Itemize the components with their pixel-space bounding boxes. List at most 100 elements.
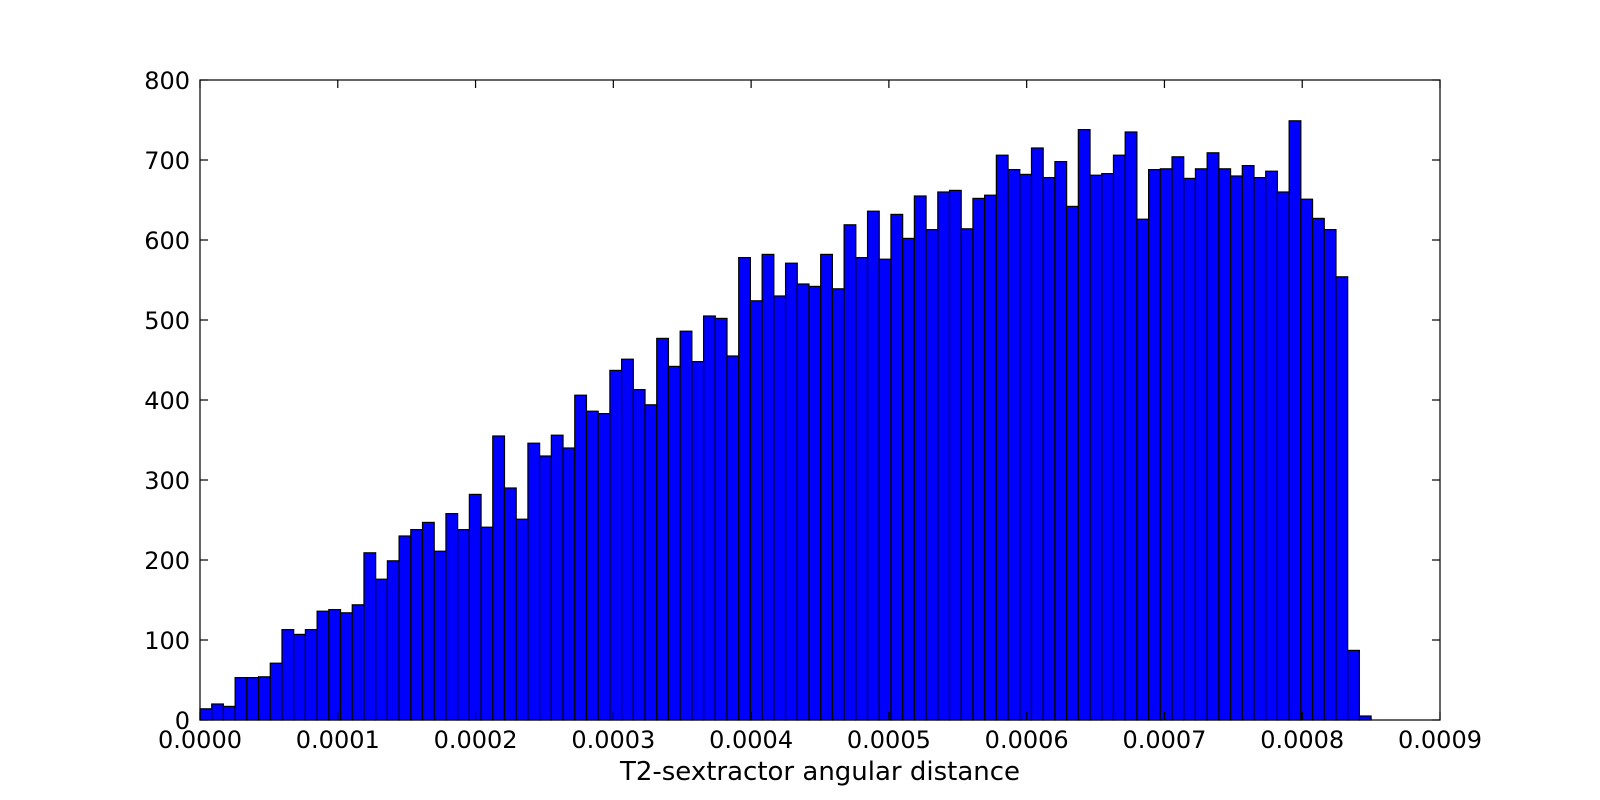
- histogram-bar: [1019, 173, 1033, 721]
- histogram-bar: [316, 610, 330, 721]
- x-tick-label: 0.0007: [1122, 726, 1206, 754]
- histogram-bar: [1229, 175, 1243, 721]
- histogram-bar: [761, 253, 775, 721]
- histogram-bar: [1147, 169, 1161, 721]
- histogram-bar: [632, 389, 646, 721]
- histogram-bar: [433, 550, 447, 721]
- histogram-bar: [667, 365, 681, 721]
- histogram-bar: [527, 442, 541, 721]
- histogram-bar: [609, 369, 623, 721]
- histogram-bar: [468, 493, 482, 721]
- histogram-bar: [878, 258, 892, 721]
- histogram-bar: [1030, 147, 1044, 721]
- histogram-bar: [574, 394, 588, 721]
- y-tick-label: 800: [144, 67, 190, 95]
- histogram-bar: [1054, 161, 1068, 721]
- y-tick-label: 400: [144, 387, 190, 415]
- y-tick-label: 0: [175, 707, 190, 735]
- histogram-bar: [585, 410, 599, 721]
- histogram-bar: [503, 487, 517, 721]
- histogram-bar: [1077, 129, 1091, 721]
- y-tick-label: 100: [144, 627, 190, 655]
- histogram-bar: [1112, 154, 1126, 721]
- histogram-bar: [866, 210, 880, 721]
- histogram-bar: [843, 224, 857, 721]
- histogram-bar: [445, 512, 459, 721]
- histogram-bar: [995, 154, 1009, 721]
- histogram-bar: [293, 633, 307, 721]
- histogram-bar: [644, 404, 658, 721]
- histogram-bar: [1323, 229, 1337, 721]
- x-tick-label: 0.0003: [571, 726, 655, 754]
- y-tick-label: 600: [144, 227, 190, 255]
- histogram-bar: [925, 229, 939, 721]
- histogram-bar: [738, 257, 752, 721]
- histogram-bar: [1253, 177, 1267, 721]
- histogram-bar: [234, 676, 248, 721]
- histogram-bar: [1089, 174, 1103, 721]
- histogram-bar: [855, 257, 869, 721]
- histogram-bar: [199, 708, 213, 721]
- histogram-bar: [784, 262, 798, 721]
- histogram-bar: [620, 358, 634, 721]
- histogram-bar: [1042, 177, 1056, 721]
- y-tick-label: 500: [144, 307, 190, 335]
- histogram-bar: [796, 283, 810, 721]
- histogram-bar: [1194, 168, 1208, 721]
- histogram-bar: [960, 228, 974, 721]
- histogram-bar: [1101, 173, 1115, 721]
- histogram-bar: [304, 628, 318, 721]
- x-tick-label: 0.0006: [985, 726, 1069, 754]
- x-axis-label: T2-sextractor angular distance: [619, 757, 1020, 787]
- histogram-bar: [257, 676, 271, 721]
- y-tick-label: 200: [144, 547, 190, 575]
- histogram-bar: [562, 447, 576, 721]
- histogram-bar: [972, 197, 986, 721]
- histogram-bar: [1171, 156, 1185, 721]
- histogram-bar: [1066, 205, 1079, 721]
- histogram-bar: [1288, 120, 1302, 721]
- histogram-bar: [269, 662, 283, 721]
- x-axis: 0.0000 0.0001 0.0002 0.0003 0.0004 0.0005 0.00…: [158, 80, 1482, 754]
- x-tick-label: 0.0009: [1398, 726, 1482, 754]
- histogram-bar: [808, 285, 822, 721]
- histogram-bar: [948, 189, 962, 721]
- histogram-bar: [1311, 217, 1325, 721]
- histogram-bar: [597, 413, 611, 721]
- x-tick-label: 0.0002: [434, 726, 518, 754]
- histogram-bar: [714, 317, 728, 721]
- histogram-bar: [386, 560, 400, 721]
- x-tick-label: 0.0008: [1260, 726, 1344, 754]
- histogram-bar: [1241, 165, 1255, 721]
- x-tick-label: 0.0004: [709, 726, 793, 754]
- histogram-bar: [363, 552, 377, 721]
- histogram-bar: [1183, 177, 1197, 721]
- histogram-bar: [375, 578, 388, 721]
- histogram-bar: [1347, 649, 1360, 721]
- y-axis: 0 100 200 300 400 500 600 700 800: [144, 67, 1440, 735]
- x-tick-label: 0.0001: [296, 726, 380, 754]
- histogram-bar: [1206, 152, 1220, 721]
- histogram-bar: [1335, 276, 1349, 721]
- histogram-bar: [515, 518, 529, 721]
- histogram-bar: [773, 295, 787, 721]
- histogram-bar: [539, 455, 552, 721]
- histogram-bar: [1276, 191, 1290, 721]
- histogram-bar: [1124, 131, 1138, 721]
- histogram-bar: [656, 337, 670, 721]
- histogram-bar: [937, 191, 951, 721]
- histogram-bar: [246, 676, 260, 721]
- histogram-bar: [328, 608, 342, 721]
- histogram-bar: [691, 361, 705, 721]
- histogram-bar: [1265, 170, 1279, 721]
- histogram-bar: [913, 195, 927, 721]
- histogram-bar: [820, 253, 834, 721]
- histogram-bar: [351, 604, 365, 721]
- histogram-bar: [679, 330, 693, 721]
- histogram-bar: [410, 528, 424, 721]
- x-tick-label: 0.0005: [847, 726, 931, 754]
- histogram-bar: [902, 237, 915, 721]
- histogram-bar: [1136, 218, 1150, 721]
- histogram-bar: [550, 434, 564, 721]
